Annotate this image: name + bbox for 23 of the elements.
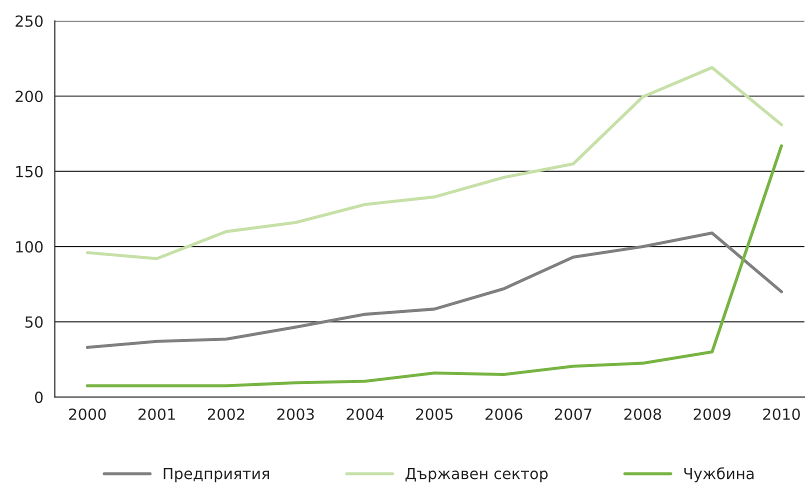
legend-label: Държавен сектор bbox=[405, 468, 548, 482]
x-tick-label: 2009 bbox=[694, 408, 730, 420]
line-series bbox=[86, 66, 784, 260]
x-tick-label: 2000 bbox=[69, 408, 106, 420]
y-tick-label: 0 bbox=[34, 392, 43, 404]
line-series bbox=[86, 232, 784, 349]
x-tick-label: 2007 bbox=[554, 408, 592, 420]
x-tick-label: 2001 bbox=[138, 408, 175, 420]
x-tick-label: 2004 bbox=[346, 408, 384, 420]
y-tick-label: 250 bbox=[16, 15, 43, 27]
x-tick-label: 2005 bbox=[416, 408, 453, 420]
x-tick-label: 2002 bbox=[208, 408, 244, 420]
x-tick-label: 2006 bbox=[486, 408, 522, 420]
legend-label: Предприятия bbox=[164, 468, 269, 482]
line-series bbox=[86, 144, 784, 388]
y-tick-label: 200 bbox=[16, 90, 43, 102]
legend-label: Чужбина bbox=[684, 467, 754, 482]
y-tick-label: 100 bbox=[16, 241, 43, 253]
y-tick-label: 150 bbox=[16, 166, 43, 178]
y-tick-label: 50 bbox=[25, 316, 43, 328]
x-tick-label: 2003 bbox=[277, 408, 314, 420]
x-tick-label: 2010 bbox=[763, 408, 800, 420]
x-tick-label: 2008 bbox=[624, 408, 662, 420]
